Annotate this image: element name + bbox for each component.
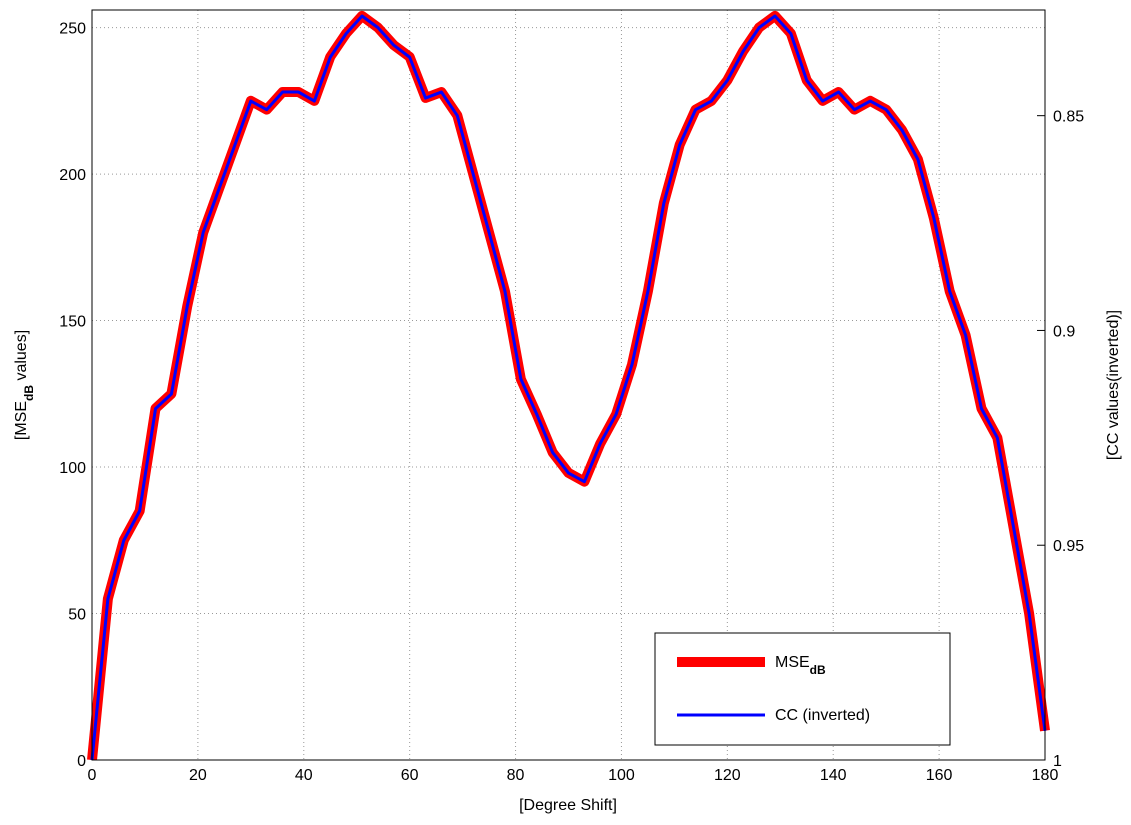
y-tick-label: 150 <box>59 314 86 331</box>
x-tick-label: 80 <box>507 767 525 784</box>
label-part: values] <box>13 330 30 385</box>
x-axis-label: [Degree Shift] <box>519 797 617 814</box>
label-part: [MSE <box>13 401 30 440</box>
y-tick-label: 0 <box>77 753 86 770</box>
series-line <box>90 14 1047 761</box>
x-tick-label: 100 <box>608 767 635 784</box>
plot-frame <box>91 9 1046 761</box>
legend-label: CC (inverted) <box>775 707 870 724</box>
x-tick-label: 40 <box>295 767 313 784</box>
y2-tick-label: 1 <box>1053 753 1062 770</box>
y2-tick-label: 0.95 <box>1053 538 1084 555</box>
x-tick-label: 0 <box>88 767 97 784</box>
x-tick-label: 180 <box>1032 767 1059 784</box>
x-tick-label: 160 <box>926 767 953 784</box>
label-part: MSE <box>775 654 810 671</box>
y-axis-label: [MSEdB values] <box>13 330 36 440</box>
y-tick-label: 50 <box>68 607 86 624</box>
x-tick-label: 120 <box>714 767 741 784</box>
legend-label: MSEdB <box>775 654 826 677</box>
x-tick-label: 140 <box>820 767 847 784</box>
y2-tick-label: 0.9 <box>1053 323 1075 340</box>
y2-axis-label: [CC values(inverted)] <box>1105 310 1122 460</box>
y-tick-label: 100 <box>59 460 86 477</box>
y-tick-label: 250 <box>59 21 86 38</box>
x-tick-label: 60 <box>401 767 419 784</box>
y-tick-label: 200 <box>59 167 86 184</box>
y2-tick-label: 0.85 <box>1053 109 1084 126</box>
x-tick-label: 20 <box>189 767 207 784</box>
label-part: dB <box>22 385 36 401</box>
legend-box <box>654 632 951 746</box>
label-part: dB <box>810 663 826 677</box>
